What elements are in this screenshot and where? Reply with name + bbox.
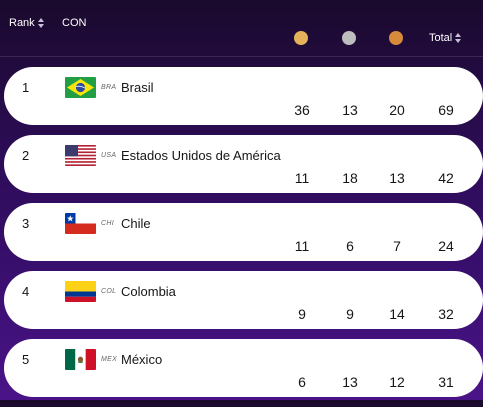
silver-count: 6 (346, 238, 354, 254)
sort-icon[interactable] (37, 17, 46, 29)
medal-table: 1 BRA Brasil 36 13 20 69 2 (4, 67, 483, 407)
rank-value: 4 (22, 284, 30, 299)
country-code: CHI (101, 220, 114, 227)
total-count: 24 (438, 238, 454, 254)
gold-medal-icon (294, 31, 308, 45)
country-code: COL (101, 288, 117, 295)
rank-value: 5 (22, 352, 30, 367)
bronze-medal-icon (389, 31, 403, 45)
bronze-count: 12 (389, 374, 405, 390)
table-row[interactable]: 5 MEX México 6 13 12 31 (4, 339, 483, 397)
gold-count: 9 (298, 306, 306, 322)
mexico-flag-icon (65, 349, 96, 370)
total-count: 32 (438, 306, 454, 322)
country-code: BRA (101, 84, 117, 91)
table-row[interactable]: 3 CHI Chile 11 6 7 24 (4, 203, 483, 261)
country-name: Colombia (121, 284, 176, 299)
table-row[interactable]: 4 COL Colombia 9 9 14 32 (4, 271, 483, 329)
bronze-count: 13 (389, 170, 405, 186)
total-count: 31 (438, 374, 454, 390)
total-count: 42 (438, 170, 454, 186)
header-divider (0, 56, 483, 57)
table-row[interactable]: 2 USA Estados Unidos de América 11 18 13… (4, 135, 483, 193)
bronze-count: 14 (389, 306, 405, 322)
rank-sort-header[interactable]: Rank (9, 17, 46, 29)
country-name: Chile (121, 216, 151, 231)
sort-icon[interactable] (455, 32, 463, 44)
country-name: Estados Unidos de América (121, 148, 281, 163)
usa-flag-icon (65, 145, 96, 166)
brazil-flag-icon (65, 77, 96, 98)
country-name: México (121, 352, 163, 367)
gold-count: 11 (294, 238, 310, 254)
bronze-count: 7 (393, 238, 401, 254)
total-header-label: Total (429, 32, 453, 44)
country-code: MEX (101, 356, 118, 363)
rank-value: 2 (22, 148, 30, 163)
rank-value: 1 (22, 80, 30, 95)
gold-count: 36 (294, 102, 310, 118)
con-header-label: CON (62, 17, 87, 29)
gold-count: 6 (298, 374, 306, 390)
silver-count: 9 (346, 306, 354, 322)
total-sort-header[interactable]: Total (429, 32, 463, 44)
country-name: Brasil (121, 80, 154, 95)
silver-medal-icon (342, 31, 356, 45)
silver-count: 13 (342, 102, 358, 118)
rank-header-label: Rank (9, 17, 35, 29)
silver-count: 13 (342, 374, 358, 390)
silver-count: 18 (342, 170, 358, 186)
table-header: Rank CON Total (0, 0, 483, 60)
country-code: USA (101, 152, 117, 159)
bronze-count: 20 (389, 102, 405, 118)
gold-count: 11 (294, 170, 310, 186)
total-count: 69 (438, 102, 454, 118)
rank-value: 3 (22, 216, 30, 231)
table-row[interactable]: 1 BRA Brasil 36 13 20 69 (4, 67, 483, 125)
colombia-flag-icon (65, 281, 96, 302)
chile-flag-icon (65, 213, 96, 234)
